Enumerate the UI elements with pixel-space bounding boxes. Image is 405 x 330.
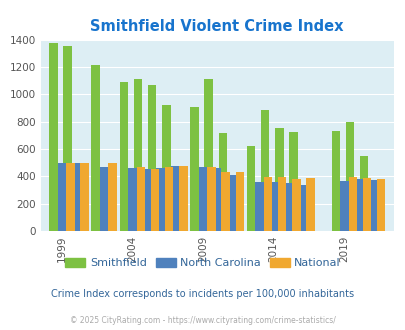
Bar [80, 163, 88, 231]
Bar [170, 166, 179, 231]
Bar [291, 179, 300, 231]
Bar [100, 167, 108, 231]
Bar [305, 178, 314, 231]
Bar [255, 182, 263, 231]
Bar [297, 184, 305, 231]
Bar [288, 132, 297, 231]
Bar [72, 163, 80, 231]
Bar [218, 133, 226, 231]
Bar [66, 163, 75, 231]
Bar [367, 180, 376, 231]
Title: Smithfield Violent Crime Index: Smithfield Violent Crime Index [90, 19, 343, 34]
Bar [331, 131, 339, 231]
Bar [283, 183, 291, 231]
Bar [260, 110, 269, 231]
Bar [275, 128, 283, 231]
Bar [348, 177, 356, 231]
Bar [91, 65, 100, 231]
Bar [235, 172, 243, 231]
Bar [150, 170, 159, 231]
Bar [162, 105, 170, 231]
Bar [164, 167, 173, 231]
Bar [49, 43, 58, 231]
Bar [179, 166, 187, 231]
Legend: Smithfield, North Carolina, National: Smithfield, North Carolina, National [61, 253, 344, 272]
Bar [226, 175, 235, 231]
Bar [147, 85, 156, 231]
Bar [362, 178, 370, 231]
Bar [108, 163, 117, 231]
Bar [136, 167, 145, 231]
Bar [119, 82, 128, 231]
Bar [58, 163, 66, 231]
Bar [204, 79, 213, 231]
Bar [339, 181, 348, 231]
Bar [63, 47, 72, 231]
Bar [269, 182, 277, 231]
Bar [134, 79, 142, 231]
Bar [213, 168, 221, 231]
Bar [359, 156, 367, 231]
Bar [277, 177, 286, 231]
Text: Crime Index corresponds to incidents per 100,000 inhabitants: Crime Index corresponds to incidents per… [51, 289, 354, 299]
Bar [246, 146, 255, 231]
Bar [190, 107, 198, 231]
Bar [198, 167, 207, 231]
Bar [156, 168, 164, 231]
Bar [263, 177, 272, 231]
Bar [354, 179, 362, 231]
Bar [345, 122, 354, 231]
Bar [376, 179, 384, 231]
Bar [128, 168, 136, 231]
Bar [142, 170, 150, 231]
Text: © 2025 CityRating.com - https://www.cityrating.com/crime-statistics/: © 2025 CityRating.com - https://www.city… [70, 315, 335, 325]
Bar [207, 167, 215, 231]
Bar [221, 172, 229, 231]
